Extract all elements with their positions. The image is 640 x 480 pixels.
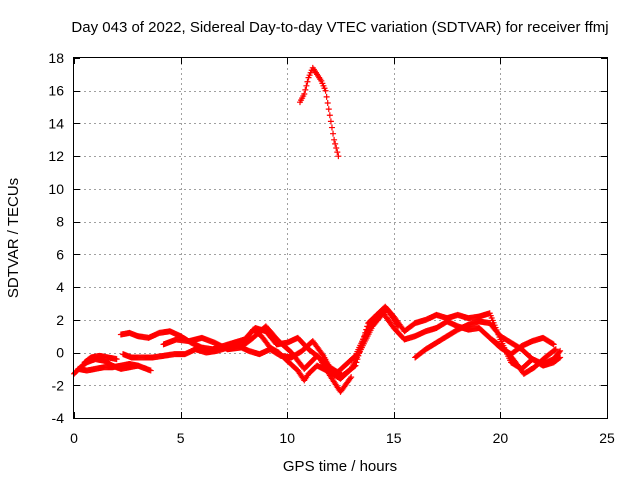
x-tick-label: 0	[70, 430, 78, 446]
data-point	[134, 362, 141, 369]
data-point	[557, 354, 564, 361]
data-point	[324, 100, 331, 106]
series-trace-e	[120, 307, 402, 379]
data-point	[303, 82, 310, 89]
data-point	[550, 341, 557, 348]
data-point	[319, 351, 326, 358]
data-point	[362, 329, 369, 336]
series-trace-c	[81, 352, 120, 366]
data-point	[335, 153, 342, 160]
data-point	[325, 106, 332, 113]
data-point	[323, 93, 330, 100]
x-axis-label: GPS time / hours	[283, 458, 397, 475]
data-point	[556, 349, 563, 356]
series-trace-g	[233, 310, 557, 384]
y-tick-label: -4	[52, 410, 65, 426]
data-point	[328, 124, 335, 131]
data-point	[331, 136, 338, 143]
series-trace-i	[488, 336, 559, 377]
y-tick-label: 0	[56, 345, 64, 361]
plot-area	[71, 64, 564, 395]
data-point	[147, 367, 154, 374]
y-tick-label: 18	[48, 50, 64, 66]
x-tick-label: 15	[386, 430, 402, 446]
data-point	[364, 323, 371, 330]
data-point	[551, 347, 558, 354]
x-tick-label: 5	[177, 430, 185, 446]
x-tick-label: 10	[279, 430, 295, 446]
x-tick-label: 25	[599, 430, 615, 446]
data-point	[302, 86, 309, 93]
data-point	[332, 140, 339, 147]
data-point	[552, 346, 559, 353]
plot-frame	[73, 57, 608, 419]
data-point	[334, 149, 341, 156]
data-point	[330, 130, 337, 137]
y-tick-label: 8	[56, 214, 64, 230]
y-tick-label: 12	[48, 148, 64, 164]
y-tick-label: 10	[48, 181, 64, 197]
chart-title: Day 043 of 2022, Sidereal Day-to-day VTE…	[71, 19, 608, 36]
y-tick-label: 2	[56, 312, 64, 328]
series-trace-j	[296, 64, 342, 160]
y-tick-label: 4	[56, 279, 64, 295]
data-point	[348, 374, 355, 381]
y-axis-label: SDTVAR / TECUs	[5, 178, 22, 298]
axis-ticks: 0 5 10 15 20 25 -4 -2 0 2 4 6 8 10 12 14 16 18	[48, 50, 615, 446]
y-tick-label: 6	[56, 246, 64, 262]
data-point	[556, 355, 563, 362]
y-tick-label: 14	[48, 115, 64, 131]
data-point	[347, 375, 354, 382]
series-trace-f	[160, 303, 564, 379]
series-trace-b	[75, 361, 141, 374]
data-point	[327, 118, 334, 125]
data-point	[304, 78, 311, 85]
data-point	[326, 112, 333, 119]
data-point	[333, 145, 340, 151]
data-point	[301, 91, 308, 97]
y-tick-label: -2	[52, 377, 65, 393]
data-point	[113, 356, 120, 363]
data-point	[322, 87, 329, 94]
y-tick-label: 16	[48, 83, 64, 99]
series-trace-h	[412, 318, 564, 369]
x-tick-label: 20	[493, 430, 509, 446]
data-point	[557, 347, 564, 354]
